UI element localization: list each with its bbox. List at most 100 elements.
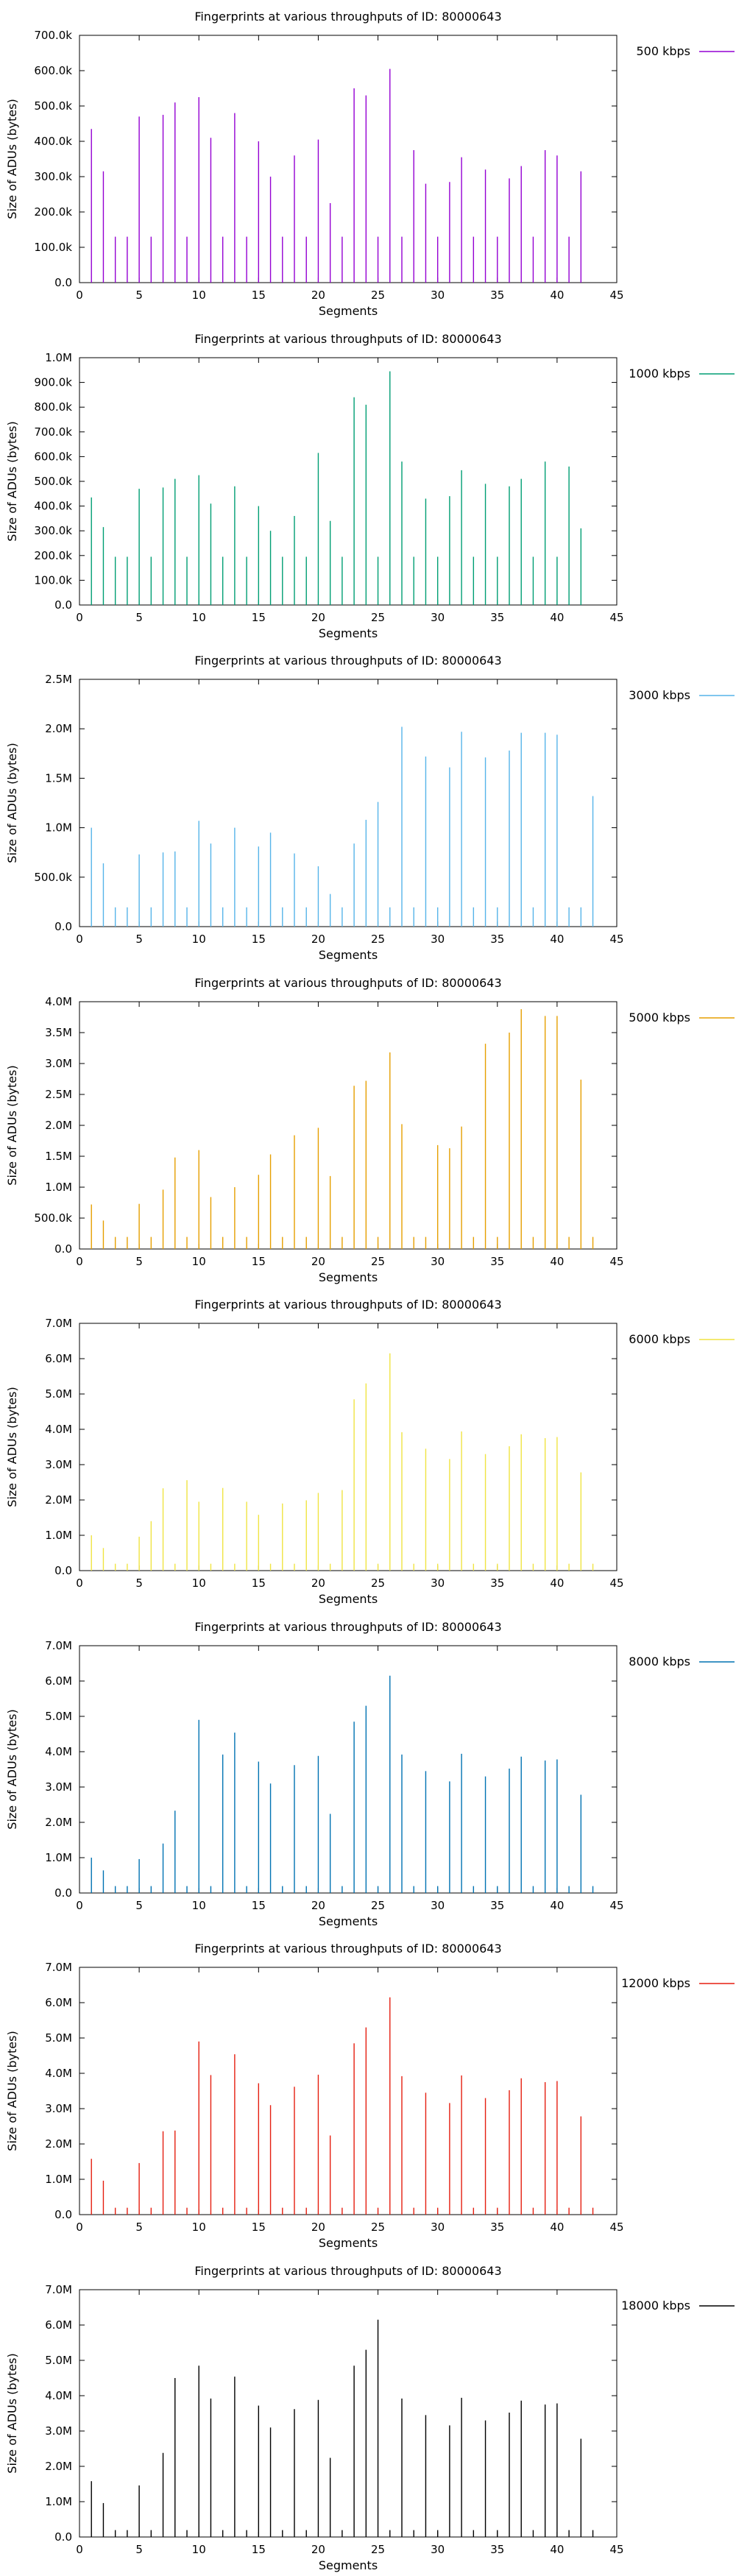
chart-svg: Fingerprints at various throughputs of I… bbox=[5, 2264, 735, 2572]
x-tick-label: 40 bbox=[550, 2543, 564, 2556]
chart-svg: Fingerprints at various throughputs of I… bbox=[5, 1298, 735, 1606]
y-tick-label: 800.0k bbox=[34, 400, 72, 414]
x-tick-label: 35 bbox=[490, 611, 504, 624]
x-tick-label: 30 bbox=[431, 1899, 445, 1912]
y-tick-label: 500.0k bbox=[34, 871, 72, 884]
y-tick-label: 2.5M bbox=[45, 1088, 72, 1101]
y-tick-label: 4.0M bbox=[45, 1423, 72, 1436]
y-tick-label: 4.0M bbox=[45, 995, 72, 1008]
x-tick-label: 10 bbox=[192, 2221, 206, 2234]
plot-frame bbox=[79, 35, 618, 283]
y-tick-label: 4.0M bbox=[45, 1745, 72, 1758]
x-tick-label: 25 bbox=[371, 1577, 385, 1590]
x-tick-label: 45 bbox=[609, 1255, 623, 1268]
x-tick-label: 30 bbox=[431, 1577, 445, 1590]
plot-frame bbox=[79, 1645, 618, 1893]
y-tick-label: 3.0M bbox=[45, 1057, 72, 1070]
x-tick-label: 5 bbox=[135, 1255, 143, 1268]
x-tick-label: 20 bbox=[311, 611, 325, 624]
chart-title: Fingerprints at various throughputs of I… bbox=[194, 1620, 501, 1634]
chart-svg: Fingerprints at various throughputs of I… bbox=[5, 976, 735, 1284]
x-tick-label: 25 bbox=[371, 933, 385, 946]
y-axis-label: Size of ADUs (bytes) bbox=[5, 1709, 19, 1829]
y-tick-label: 2.0M bbox=[45, 2460, 72, 2473]
x-tick-label: 20 bbox=[311, 1255, 325, 1268]
plot-frame bbox=[79, 2289, 618, 2537]
x-tick-label: 15 bbox=[252, 933, 266, 946]
x-axis-label: Segments bbox=[319, 1270, 378, 1284]
y-axis-label: Size of ADUs (bytes) bbox=[5, 2031, 19, 2151]
y-tick-label: 2.0M bbox=[45, 722, 72, 735]
x-tick-label: 25 bbox=[371, 1255, 385, 1268]
x-axis-label: Segments bbox=[319, 1914, 378, 1928]
x-axis-label: Segments bbox=[319, 1592, 378, 1606]
legend-label: 6000 kbps bbox=[629, 1332, 690, 1346]
x-tick-label: 0 bbox=[76, 1255, 83, 1268]
chart-svg: Fingerprints at various throughputs of I… bbox=[5, 1620, 735, 1928]
chart-svg: Fingerprints at various throughputs of I… bbox=[5, 1942, 735, 2250]
y-tick-label: 4.0M bbox=[45, 2389, 72, 2402]
y-tick-label: 1.0M bbox=[45, 2173, 72, 2186]
y-tick-label: 5.0M bbox=[45, 1387, 72, 1401]
x-axis-label: Segments bbox=[319, 2558, 378, 2572]
y-tick-label: 400.0k bbox=[34, 135, 72, 148]
chart-panel: Fingerprints at various throughputs of I… bbox=[0, 322, 736, 645]
y-tick-label: 6.0M bbox=[45, 1674, 72, 1688]
y-axis-label: Size of ADUs (bytes) bbox=[5, 421, 19, 541]
x-tick-label: 15 bbox=[252, 2543, 266, 2556]
x-tick-label: 45 bbox=[609, 611, 623, 624]
y-tick-label: 5.0M bbox=[45, 2354, 72, 2367]
chart-title: Fingerprints at various throughputs of I… bbox=[194, 2264, 501, 2278]
y-tick-label: 6.0M bbox=[45, 2318, 72, 2332]
x-tick-label: 30 bbox=[431, 611, 445, 624]
x-tick-label: 10 bbox=[192, 289, 206, 302]
plot-frame bbox=[79, 1001, 618, 1249]
y-tick-label: 600.0k bbox=[34, 64, 72, 77]
y-tick-label: 100.0k bbox=[34, 241, 72, 254]
x-tick-label: 0 bbox=[76, 2221, 83, 2234]
y-axis-label: Size of ADUs (bytes) bbox=[5, 99, 19, 219]
y-tick-label: 7.0M bbox=[45, 1961, 72, 1974]
y-tick-label: 200.0k bbox=[34, 548, 72, 562]
x-tick-label: 35 bbox=[490, 1899, 504, 1912]
x-tick-label: 15 bbox=[252, 1899, 266, 1912]
x-tick-label: 35 bbox=[490, 1577, 504, 1590]
legend-label: 500 kbps bbox=[636, 44, 690, 58]
x-axis-label: Segments bbox=[319, 626, 378, 640]
chart-title: Fingerprints at various throughputs of I… bbox=[194, 332, 501, 346]
y-tick-label: 3.0M bbox=[45, 2424, 72, 2438]
x-tick-label: 5 bbox=[135, 2221, 143, 2234]
y-tick-label: 2.0M bbox=[45, 1816, 72, 1829]
y-tick-label: 3.0M bbox=[45, 1780, 72, 1794]
x-tick-label: 25 bbox=[371, 2543, 385, 2556]
chart-svg: Fingerprints at various throughputs of I… bbox=[5, 10, 735, 318]
x-tick-label: 20 bbox=[311, 2543, 325, 2556]
chart-panel: Fingerprints at various throughputs of I… bbox=[0, 2254, 736, 2576]
x-tick-label: 35 bbox=[490, 289, 504, 302]
x-tick-label: 45 bbox=[609, 933, 623, 946]
x-axis-label: Segments bbox=[319, 948, 378, 962]
x-tick-label: 0 bbox=[76, 289, 83, 302]
y-tick-label: 2.0M bbox=[45, 2137, 72, 2151]
x-tick-label: 45 bbox=[609, 289, 623, 302]
y-tick-label: 1.5M bbox=[45, 771, 72, 785]
y-tick-label: 0.0 bbox=[54, 1564, 72, 1577]
x-tick-label: 5 bbox=[135, 1577, 143, 1590]
x-tick-label: 35 bbox=[490, 1255, 504, 1268]
y-tick-label: 500.0k bbox=[34, 475, 72, 488]
chart-panel: Fingerprints at various throughputs of I… bbox=[0, 1288, 736, 1610]
y-tick-label: 1.0M bbox=[45, 1851, 72, 1864]
y-tick-label: 0.0 bbox=[54, 920, 72, 933]
y-tick-label: 2.5M bbox=[45, 673, 72, 686]
x-axis-label: Segments bbox=[319, 2236, 378, 2250]
x-tick-label: 25 bbox=[371, 611, 385, 624]
x-tick-label: 30 bbox=[431, 1255, 445, 1268]
x-tick-label: 5 bbox=[135, 933, 143, 946]
chart-panel: Fingerprints at various throughputs of I… bbox=[0, 644, 736, 966]
y-tick-label: 2.0M bbox=[45, 1119, 72, 1132]
x-tick-label: 5 bbox=[135, 289, 143, 302]
x-tick-label: 0 bbox=[76, 1577, 83, 1590]
y-tick-label: 0.0 bbox=[54, 1242, 72, 1256]
y-tick-label: 1.0M bbox=[45, 821, 72, 835]
y-tick-label: 7.0M bbox=[45, 1317, 72, 1330]
